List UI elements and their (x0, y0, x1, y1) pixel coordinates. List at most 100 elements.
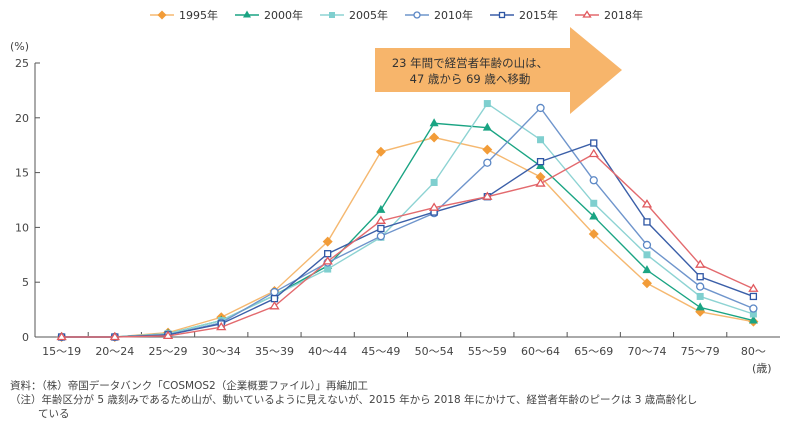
legend-item: 2018年 (575, 8, 643, 22)
data-point (589, 176, 598, 185)
data-point (695, 259, 706, 268)
x-tick-label: 15〜19 (42, 345, 81, 358)
footnote-line2: ている (38, 408, 70, 420)
data-point (590, 199, 598, 207)
data-point (589, 211, 599, 220)
data-point (590, 139, 598, 147)
series-line (61, 102, 754, 338)
data-point (588, 148, 599, 158)
data-point (322, 236, 333, 247)
x-tick-label: 40〜44 (308, 345, 347, 358)
data-point (642, 240, 652, 250)
data-point (588, 228, 599, 239)
annotation-text-line1: 23 年間で経営者年齢の山は、 (392, 56, 548, 70)
data-point (375, 215, 387, 224)
legend-label: 2018年 (604, 8, 643, 22)
x-tick-label: 35〜39 (255, 345, 294, 358)
y-tick-label: 20 (15, 112, 29, 125)
legend-item: 2005年 (320, 8, 388, 22)
annotation-text-line2: 47 歳から 69 歳へ移動 (410, 72, 531, 86)
x-tick-label: 20〜24 (95, 345, 134, 358)
data-point (695, 302, 705, 311)
legend-item: 2000年 (235, 8, 303, 22)
data-point (109, 331, 120, 341)
data-point (748, 283, 759, 292)
x-tick-label: 50〜54 (415, 345, 454, 358)
data-point (324, 265, 332, 273)
data-point (429, 118, 439, 127)
series-2015 (57, 139, 758, 341)
x-tick-label: 80〜 (741, 345, 766, 358)
x-tick-label: 65〜69 (574, 345, 613, 358)
legend-marker (582, 10, 592, 18)
y-tick-label: 10 (15, 221, 29, 234)
data-point (376, 204, 386, 213)
data-point (643, 251, 651, 259)
data-point (642, 265, 652, 274)
series-line (61, 122, 754, 338)
legend-label: 1995年 (179, 8, 218, 22)
data-point (324, 250, 332, 258)
data-point (270, 294, 279, 303)
x-tick-label: 60〜64 (521, 345, 560, 358)
data-point (429, 132, 440, 143)
y-tick-label: 25 (15, 57, 29, 70)
x-tick-label: 55〜59 (468, 345, 507, 358)
data-point (536, 103, 545, 113)
legend-item: 2015年 (490, 8, 558, 22)
data-point (749, 304, 758, 313)
data-point (322, 256, 333, 265)
footnote-line1: （注）年齢区分が 5 歳刻みであるため山が、動いているように見えないが、2015… (10, 394, 698, 406)
x-axis-unit-label: (歳) (752, 362, 772, 375)
data-point (641, 278, 652, 289)
data-point (482, 191, 493, 200)
legend-marker (413, 11, 421, 19)
x-tick-label: 25〜29 (149, 345, 188, 358)
y-tick-label: 0 (22, 331, 29, 344)
data-point (537, 136, 545, 144)
data-point (56, 331, 67, 341)
data-point (749, 310, 757, 318)
data-point (536, 157, 545, 166)
data-point (430, 178, 438, 186)
data-point (696, 292, 704, 300)
y-axis-unit-label: (%) (10, 40, 29, 53)
data-point (269, 301, 280, 310)
series-2010 (57, 103, 758, 342)
annotation-arrow: 23 年間で経営者年齢の山は、 47 歳から 69 歳へ移動 (375, 27, 622, 114)
legend-label: 2010年 (434, 8, 473, 22)
x-tick-label: 30〜34 (202, 345, 241, 358)
data-point (641, 199, 653, 208)
x-tick-label: 75〜79 (681, 345, 720, 358)
data-point (377, 224, 385, 233)
series-1995 (56, 132, 759, 342)
series-line (61, 153, 754, 338)
data-point (696, 282, 705, 291)
legend: 1995年 2000年 2005年 2010年 2015年 2018年 (150, 8, 643, 22)
data-point (376, 232, 386, 241)
legend-marker (243, 10, 251, 18)
data-point (748, 315, 758, 324)
y-tick-label: 5 (22, 276, 29, 289)
x-tick-label: 45〜49 (361, 345, 400, 358)
data-point (483, 100, 491, 108)
x-tick-label: 70〜74 (627, 345, 666, 358)
data-point (643, 218, 651, 226)
data-point (696, 273, 704, 281)
data-point (216, 321, 227, 331)
legend-label: 2000年 (264, 8, 303, 22)
data-point (535, 171, 546, 182)
arrow-shape (375, 27, 622, 114)
legend-label: 2005年 (349, 8, 388, 22)
source-note: 資料：（株）帝国データバンク「COSMOS2（企業概要ファイル）」再編加工 (10, 380, 368, 392)
data-point (162, 330, 174, 340)
y-tick-label: 15 (15, 167, 29, 180)
data-point (428, 202, 440, 211)
legend-item: 2010年 (405, 8, 473, 22)
series-lines (56, 100, 759, 342)
data-point (482, 122, 492, 131)
data-point (535, 178, 546, 187)
series-2018 (56, 148, 759, 341)
legend-item: 1995年 (150, 8, 218, 22)
